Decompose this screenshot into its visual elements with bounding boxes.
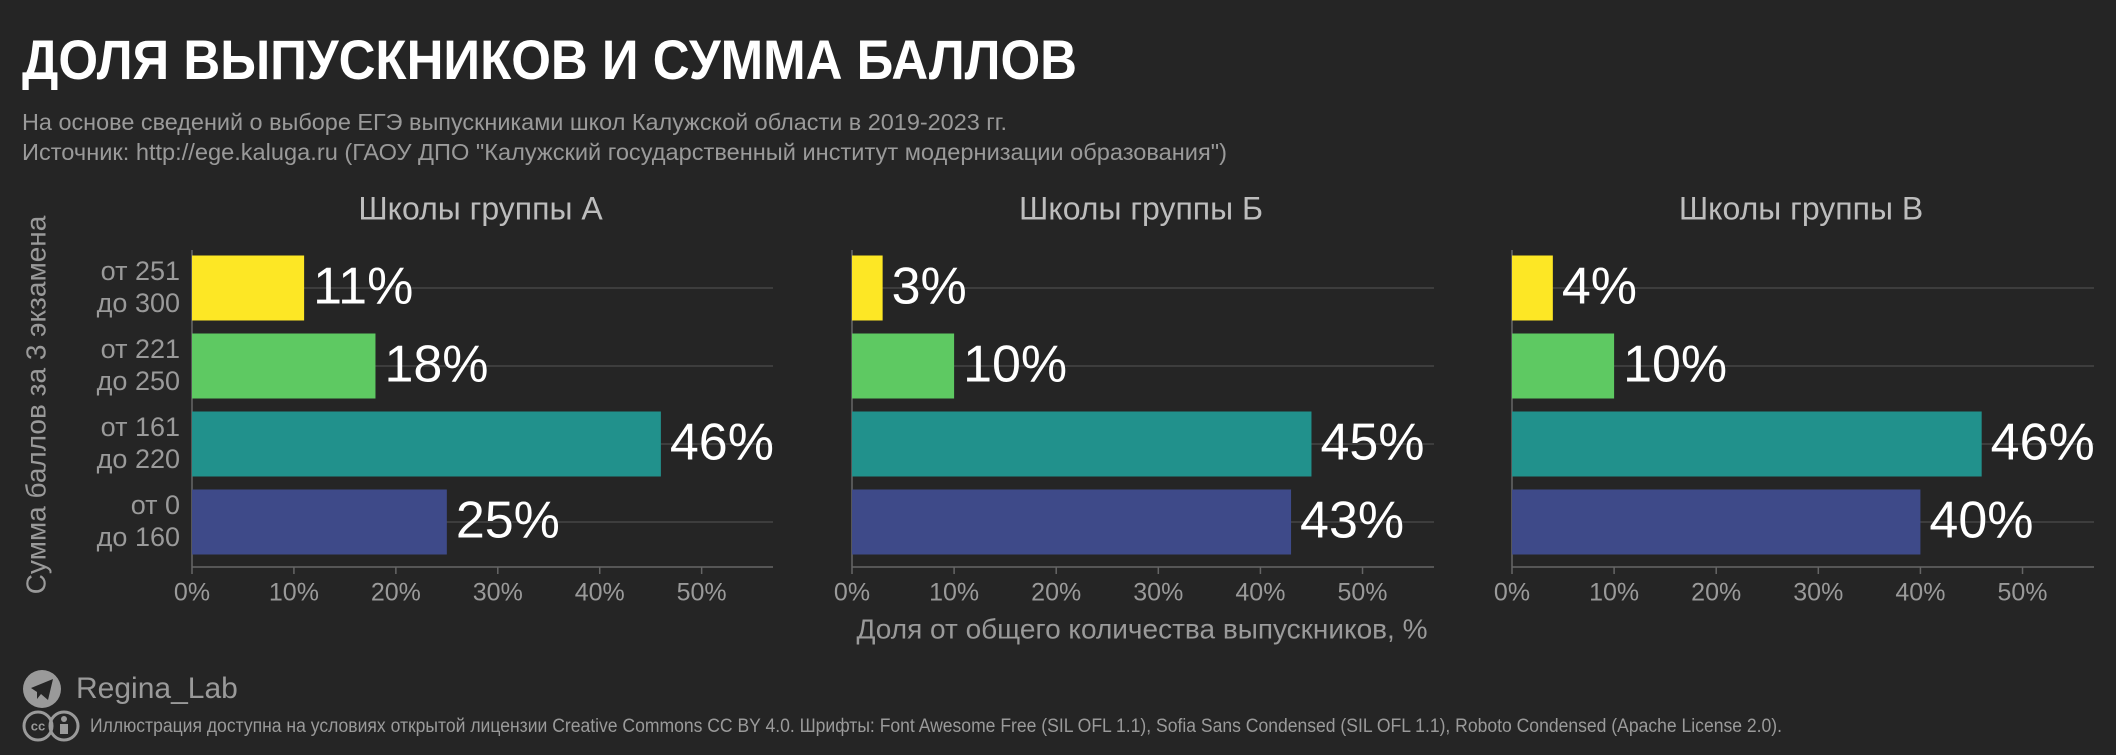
value-label: 43% (1300, 492, 1404, 550)
y-tick-label: до 300 (97, 288, 180, 318)
value-label: 4% (1562, 258, 1637, 316)
svg-text:cc: cc (31, 718, 45, 733)
y-tick-label: до 220 (97, 444, 180, 474)
value-label: 46% (670, 414, 774, 472)
bar (852, 411, 1312, 477)
panel-title: Школы группы В (1679, 190, 1923, 226)
y-tick-label: до 160 (97, 522, 180, 552)
x-tick-label: 10% (269, 579, 319, 607)
x-tick-label: 30% (473, 579, 523, 607)
x-tick-label: 10% (929, 579, 979, 607)
x-tick-label: 50% (677, 579, 727, 607)
panel-title: Школы группы Б (1019, 190, 1263, 226)
source: Источник: http://ege.kaluga.ru (ГАОУ ДПО… (22, 139, 1227, 165)
value-label: 11% (313, 258, 413, 316)
value-label: 10% (963, 336, 1067, 394)
y-axis-label: Сумма баллов за 3 экзамена (20, 215, 51, 594)
x-tick-label: 20% (371, 579, 421, 607)
value-label: 18% (384, 336, 488, 394)
x-tick-label: 20% (1691, 579, 1741, 607)
cc-icons: cc (22, 710, 80, 742)
value-label: 25% (456, 492, 560, 550)
subtitle: На основе сведений о выборе ЕГЭ выпускни… (22, 109, 1007, 135)
chart-title: ДОЛЯ ВЫПУСКНИКОВ И СУММА БАЛЛОВ (22, 28, 1077, 91)
x-axis-label: Доля от общего количества выпускников, % (857, 613, 1428, 644)
panel-title: Школы группы А (358, 190, 603, 226)
telegram-icon (23, 670, 61, 708)
x-tick-label: 10% (1589, 579, 1639, 607)
y-tick-label: от 221 (101, 334, 180, 364)
bar (1512, 255, 1553, 321)
y-tick-label: от 161 (101, 412, 180, 442)
bar (192, 489, 447, 555)
x-tick-label: 50% (1338, 579, 1388, 607)
bar (852, 489, 1292, 555)
value-label: 40% (1929, 492, 2033, 550)
x-tick-label: 20% (1031, 579, 1081, 607)
bar (1512, 333, 1615, 399)
y-tick-label: до 250 (97, 366, 180, 396)
y-tick-label: от 0 (131, 490, 180, 520)
bar (1512, 489, 1921, 555)
brand: Regina_Lab (76, 672, 238, 705)
bar (852, 333, 955, 399)
bar (192, 333, 376, 399)
x-tick-label: 40% (575, 579, 625, 607)
value-label: 46% (1991, 414, 2095, 472)
value-label: 3% (892, 258, 967, 316)
x-tick-label: 0% (1494, 579, 1530, 607)
y-tick-label: от 251 (101, 256, 180, 286)
x-tick-label: 30% (1133, 579, 1183, 607)
bar (852, 255, 883, 321)
x-tick-label: 30% (1793, 579, 1843, 607)
value-label: 45% (1320, 414, 1424, 472)
license: Иллюстрация доступна на условиях открыто… (90, 716, 1782, 737)
x-tick-label: 0% (174, 579, 210, 607)
x-tick-label: 40% (1235, 579, 1285, 607)
x-tick-label: 50% (1998, 579, 2048, 607)
bar (192, 411, 661, 477)
x-tick-label: 0% (834, 579, 870, 607)
x-tick-label: 40% (1895, 579, 1945, 607)
bar (1512, 411, 1982, 477)
value-label: 10% (1623, 336, 1727, 394)
bar (192, 255, 305, 321)
